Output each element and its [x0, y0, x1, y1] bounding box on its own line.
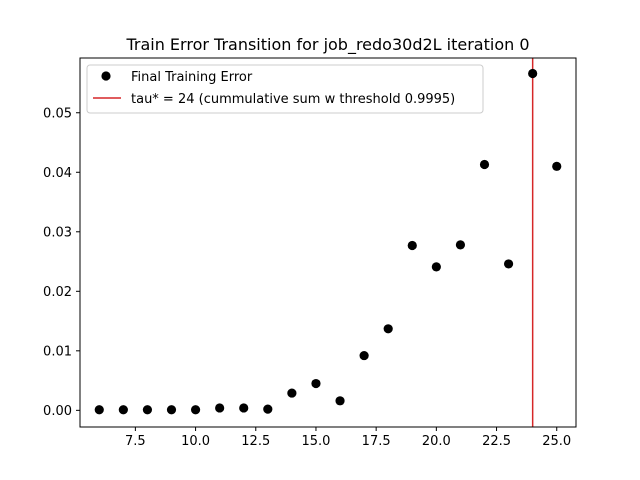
legend-label-scatter: Final Training Error [131, 70, 253, 85]
data-point [479, 159, 490, 170]
data-point [239, 403, 249, 413]
data-point [215, 403, 225, 413]
axes-frame [79, 57, 577, 428]
data-point [552, 161, 562, 171]
data-point [263, 404, 273, 414]
data-point [287, 388, 297, 398]
data-point [311, 378, 321, 389]
y-tick-label: 0.00 [43, 404, 72, 419]
y-tick-label: 0.05 [43, 106, 72, 121]
x-tick-label: 22.5 [482, 434, 511, 449]
x-tick-label: 15.0 [301, 434, 330, 449]
legend-box [86, 64, 484, 114]
data-point [118, 405, 128, 415]
x-tick-label: 7.5 [125, 434, 146, 449]
plot-marks [94, 58, 562, 427]
y-tick-label: 0.03 [43, 225, 72, 240]
chart-title: Train Error Transition for job_redo30d2L… [125, 35, 529, 55]
x-tick-label: 17.5 [362, 434, 391, 449]
data-point [335, 396, 345, 406]
legend-marker-scatter [101, 71, 111, 81]
legend: Final Training Error tau* = 24 (cummulati… [86, 64, 484, 114]
data-point [431, 262, 441, 272]
data-point [166, 405, 177, 415]
x-tick-label: 25.0 [542, 434, 571, 449]
x-tick-label: 10.0 [181, 434, 210, 449]
data-point [359, 350, 369, 361]
data-point [528, 68, 538, 79]
data-point [94, 405, 104, 415]
y-tick-label: 0.04 [43, 166, 72, 181]
data-point [383, 324, 393, 334]
y-tick-label: 0.01 [43, 344, 72, 359]
data-point [503, 259, 514, 269]
x-tick-label: 20.0 [422, 434, 451, 449]
data-point [407, 240, 417, 251]
data-point [190, 405, 201, 415]
data-point [142, 405, 153, 415]
y-tick-label: 0.02 [43, 285, 72, 300]
plot-axes: 7.5 10.0 12.5 15.0 17.5 20.0 22.5 25.0 0.00 0.01 0… [43, 57, 577, 449]
x-tick-label: 12.5 [241, 434, 270, 449]
data-point [455, 240, 466, 250]
legend-label-line: tau* = 24 (cummulative sum w threshold 0… [131, 92, 455, 107]
